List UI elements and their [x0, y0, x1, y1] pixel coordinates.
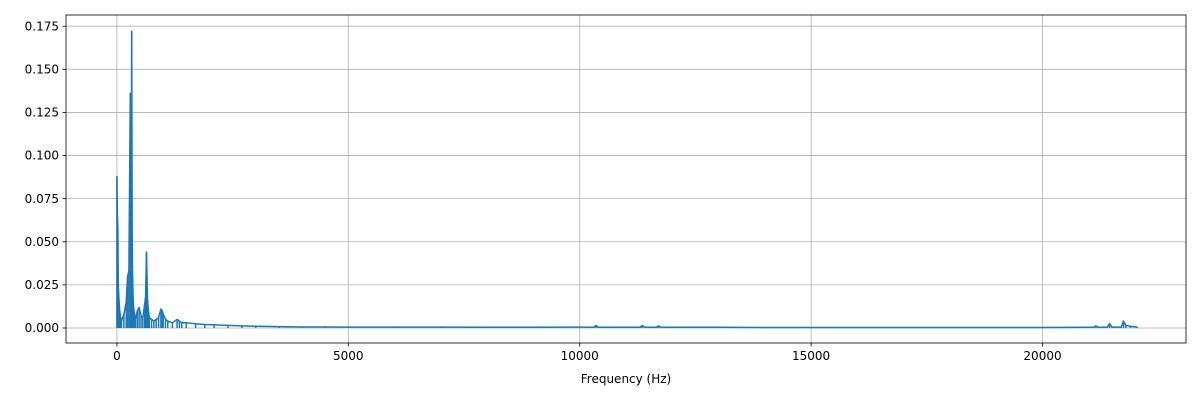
y-axis-ticks: 0.000 0.025 0.050 0.075 0.100 0.125 0.150 0.175	[25, 19, 66, 335]
y-tick-label: 0.100	[25, 149, 59, 163]
x-tick-label: 15000	[792, 349, 830, 363]
x-tick-label: 5000	[333, 349, 364, 363]
y-tick-label: 0.175	[25, 19, 59, 33]
series-layer	[116, 30, 1139, 329]
x-axis-ticks: 0 5000 10000 15000 20000	[113, 343, 1062, 363]
y-tick-label: 0.075	[25, 192, 59, 206]
x-tick-label: 0	[113, 349, 121, 363]
plot-frame	[65, 14, 1187, 344]
y-tick-label: 0.000	[25, 321, 59, 335]
x-tick-label: 20000	[1023, 349, 1061, 363]
x-tick-label: 10000	[561, 349, 599, 363]
x-axis-label: Frequency (Hz)	[581, 372, 672, 386]
y-tick-label: 0.050	[25, 235, 59, 249]
y-tick-label: 0.025	[25, 278, 59, 292]
y-tick-label: 0.125	[25, 106, 59, 120]
y-tick-label: 0.150	[25, 63, 59, 77]
